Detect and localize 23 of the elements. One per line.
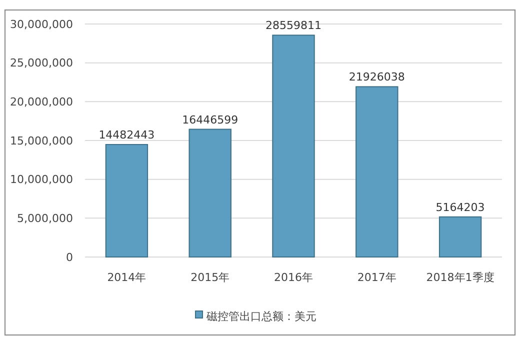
- y-tick-label: 30,000,000: [10, 18, 73, 31]
- x-tick-label: 2015年: [190, 271, 230, 284]
- y-tick-label: 20,000,000: [10, 96, 73, 109]
- data-label: 14482443: [98, 128, 155, 142]
- bar: [438, 216, 482, 258]
- x-tick-label: 2014年: [107, 271, 146, 284]
- x-tick-label: 2017年: [357, 271, 396, 284]
- y-tick-label: 5,000,000: [17, 212, 73, 226]
- bar: [356, 86, 398, 258]
- x-tick-label: 2016年: [274, 271, 313, 284]
- y-tick-label: 10,000,000: [10, 173, 73, 186]
- bar: [272, 34, 315, 258]
- data-label: 28559811: [266, 19, 322, 32]
- data-label: 5164203: [436, 200, 485, 214]
- data-label: 21926038: [348, 70, 405, 84]
- y-tick-label: 0: [66, 250, 73, 264]
- bar: [188, 128, 232, 258]
- legend-label: 磁控管出口总额：美元: [206, 310, 316, 323]
- y-tick-label: 25,000,000: [10, 56, 73, 70]
- data-label: 16446599: [182, 113, 238, 126]
- x-tick-label: 2018年1季度: [426, 271, 494, 284]
- y-tick-label: 15,000,000: [10, 134, 73, 148]
- bar: [105, 144, 148, 258]
